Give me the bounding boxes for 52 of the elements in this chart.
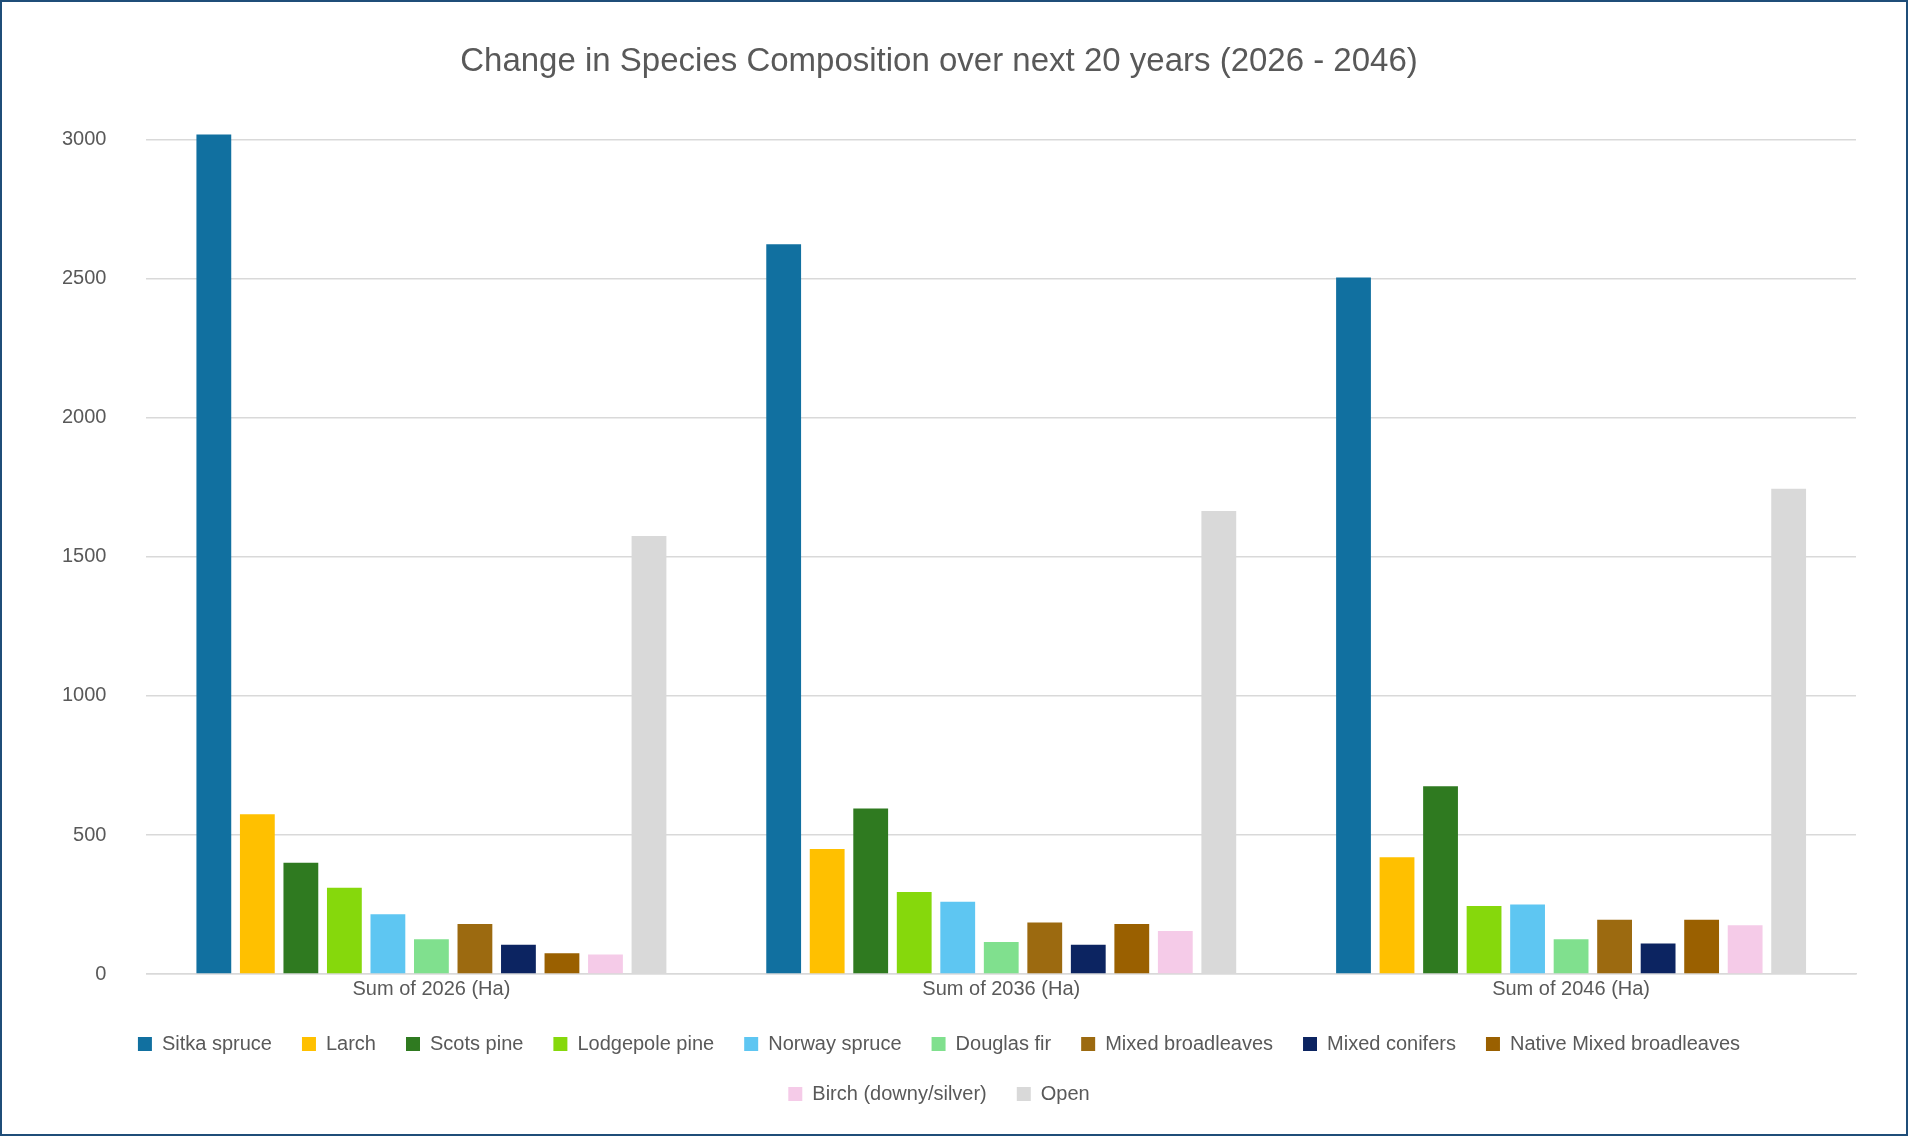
bar (1510, 904, 1545, 974)
y-tick-label: 0 (95, 961, 107, 984)
bar (896, 891, 932, 974)
bar (1157, 930, 1193, 974)
bar (1597, 919, 1632, 974)
bar (1027, 922, 1063, 974)
bar (1553, 939, 1589, 974)
bar (1379, 857, 1415, 974)
y-tick-label: 2500 (61, 266, 107, 289)
legend-label: Mixed broadleaves (1105, 1031, 1274, 1054)
bar (457, 923, 493, 974)
legend-label: Birch (downy/silver) (812, 1081, 987, 1104)
y-tick-label: 1000 (61, 683, 107, 706)
y-tick-label: 500 (73, 822, 107, 845)
bar (1070, 944, 1106, 974)
legend-label: Lodgepole pine (577, 1031, 715, 1054)
legend-label: Native Mixed broadleaves (1509, 1031, 1741, 1054)
bar (501, 944, 536, 974)
bar (766, 244, 802, 974)
legend-label: Scots pine (430, 1031, 524, 1054)
legend-label: Mixed conifers (1327, 1031, 1456, 1054)
bar (1640, 943, 1676, 974)
bar (1684, 919, 1720, 974)
bar (370, 914, 406, 974)
bar (326, 887, 362, 974)
bar (1114, 923, 1150, 974)
bar (196, 134, 232, 974)
y-tick-label: 3000 (61, 127, 107, 150)
bar (283, 862, 319, 974)
bar (239, 814, 275, 974)
legend-label: Douglas fir (955, 1031, 1052, 1054)
x-tick-label: Sum of 2036 (Ha) (922, 976, 1081, 999)
bar (544, 953, 580, 974)
bar (809, 848, 845, 974)
bar (414, 939, 449, 974)
legend-label: Norway spruce (768, 1031, 902, 1054)
y-tick-label: 1500 (61, 544, 107, 567)
x-tick-label: Sum of 2026 (Ha) (352, 976, 511, 999)
bar (588, 954, 623, 974)
bar (1727, 925, 1763, 974)
bar (853, 808, 889, 974)
bar (1466, 905, 1502, 974)
x-tick-label: Sum of 2046 (Ha) (1492, 976, 1651, 999)
legend-label: Larch (325, 1031, 376, 1054)
bar (1423, 786, 1458, 974)
bar (940, 901, 976, 974)
legend-label: Open (1040, 1081, 1090, 1104)
legend-label: Sitka spruce (161, 1031, 272, 1054)
bar (1336, 277, 1371, 974)
chart-title: Change in Species Composition over next 20 years (2026 - 2046) (460, 40, 1418, 78)
bar (983, 942, 1019, 974)
y-tick-label: 2000 (61, 405, 107, 428)
